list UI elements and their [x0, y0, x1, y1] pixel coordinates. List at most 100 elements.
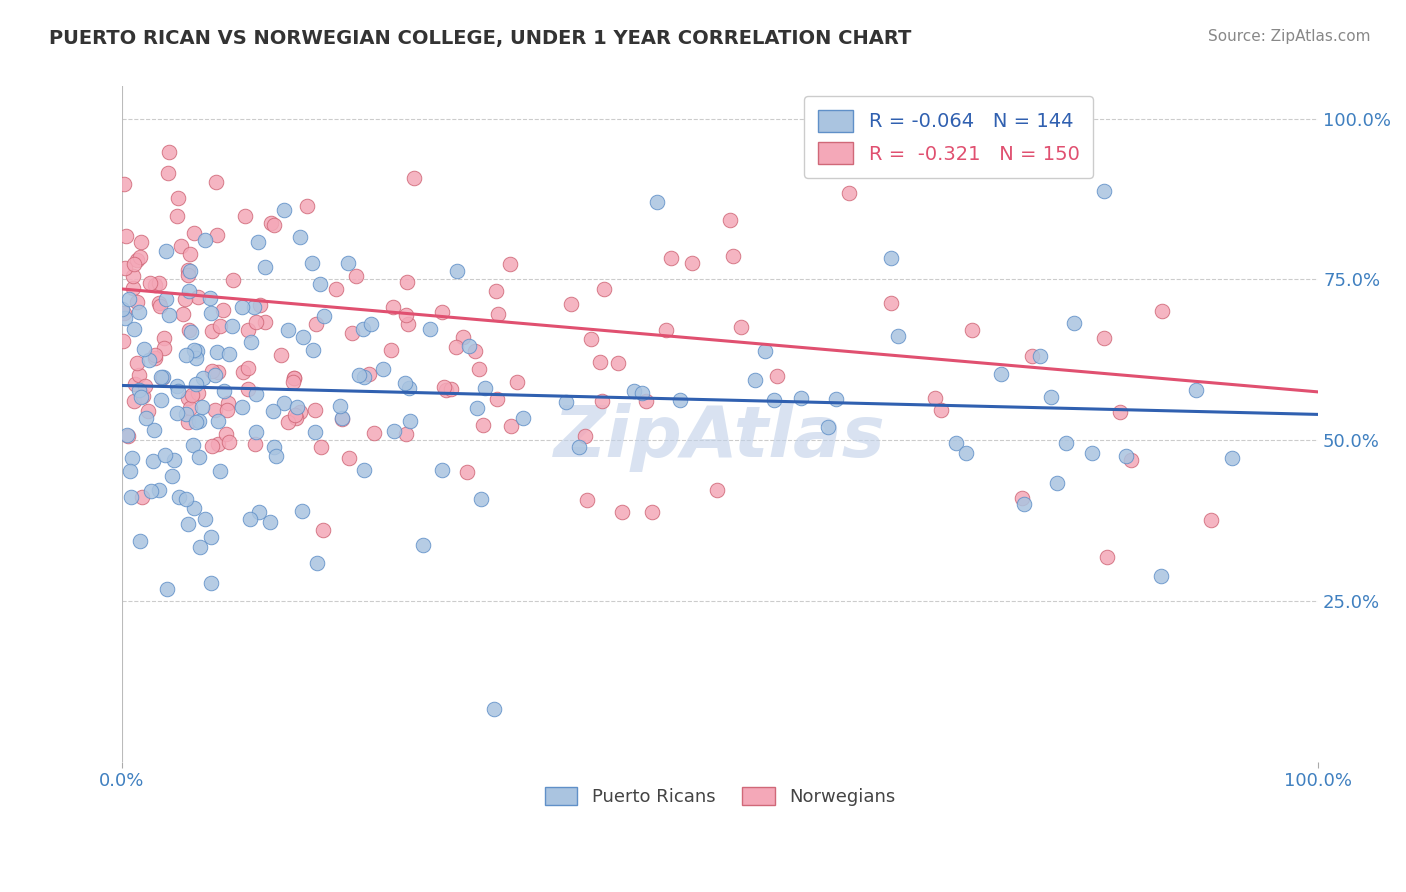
Point: [718, 213, 741, 227]
Point: [610, 505, 633, 519]
Point: [451, 330, 474, 344]
Point: [886, 328, 908, 343]
Point: [117, 429, 139, 443]
Point: [207, 414, 229, 428]
Point: [207, 365, 229, 379]
Point: [471, 417, 494, 432]
Point: [398, 381, 420, 395]
Point: [132, 389, 155, 403]
Point: [253, 260, 276, 274]
Point: [880, 296, 903, 310]
Point: [273, 203, 295, 218]
Point: [176, 517, 198, 532]
Point: [353, 463, 375, 477]
Point: [188, 414, 211, 428]
Point: [309, 440, 332, 454]
Point: [291, 504, 314, 518]
Point: [221, 273, 243, 287]
Point: [132, 343, 155, 357]
Point: [706, 483, 728, 497]
Point: [125, 252, 148, 267]
Point: [194, 234, 217, 248]
Point: [357, 367, 380, 381]
Point: [464, 343, 486, 358]
Point: [634, 393, 657, 408]
Point: [1029, 349, 1052, 363]
Point: [200, 530, 222, 544]
Point: [170, 239, 193, 253]
Point: [330, 412, 353, 426]
Point: [560, 296, 582, 310]
Point: [211, 303, 233, 318]
Point: [1063, 316, 1085, 330]
Point: [277, 323, 299, 337]
Point: [380, 343, 402, 357]
Point: [789, 391, 811, 405]
Point: [239, 512, 262, 526]
Point: [124, 377, 146, 392]
Point: [1184, 383, 1206, 397]
Point: [125, 294, 148, 309]
Point: [231, 400, 253, 414]
Point: [655, 323, 678, 337]
Point: [179, 401, 201, 415]
Point: [231, 300, 253, 314]
Point: [209, 318, 232, 333]
Point: [112, 334, 135, 348]
Point: [155, 293, 177, 307]
Point: [384, 425, 406, 439]
Point: [329, 399, 352, 413]
Point: [134, 379, 156, 393]
Point: [114, 311, 136, 326]
Point: [138, 353, 160, 368]
Point: [148, 483, 170, 497]
Point: [292, 330, 315, 344]
Point: [1108, 405, 1130, 419]
Point: [143, 423, 166, 437]
Point: [181, 388, 204, 402]
Point: [128, 368, 150, 382]
Point: [245, 425, 267, 439]
Point: [166, 209, 188, 223]
Point: [308, 277, 330, 291]
Point: [314, 310, 336, 324]
Point: [382, 301, 405, 315]
Point: [762, 392, 785, 407]
Text: Source: ZipAtlas.com: Source: ZipAtlas.com: [1208, 29, 1371, 44]
Point: [290, 230, 312, 244]
Point: [172, 307, 194, 321]
Point: [259, 515, 281, 529]
Point: [446, 264, 468, 278]
Point: [127, 356, 149, 370]
Point: [209, 464, 232, 478]
Point: [122, 257, 145, 271]
Point: [353, 370, 375, 384]
Point: [395, 308, 418, 322]
Point: [181, 438, 204, 452]
Point: [114, 260, 136, 275]
Point: [593, 282, 616, 296]
Legend: Puerto Ricans, Norwegians: Puerto Ricans, Norwegians: [537, 780, 903, 814]
Point: [754, 343, 776, 358]
Point: [155, 244, 177, 258]
Point: [111, 301, 134, 316]
Point: [631, 385, 654, 400]
Point: [149, 392, 172, 407]
Point: [336, 256, 359, 270]
Point: [200, 575, 222, 590]
Point: [156, 165, 179, 179]
Point: [498, 257, 520, 271]
Point: [177, 323, 200, 337]
Point: [456, 465, 478, 479]
Point: [440, 382, 463, 396]
Point: [1092, 331, 1115, 345]
Point: [721, 249, 744, 263]
Point: [645, 194, 668, 209]
Point: [730, 320, 752, 334]
Point: [166, 379, 188, 393]
Point: [484, 702, 506, 716]
Point: [131, 490, 153, 504]
Point: [485, 284, 508, 298]
Point: [183, 343, 205, 357]
Point: [129, 235, 152, 249]
